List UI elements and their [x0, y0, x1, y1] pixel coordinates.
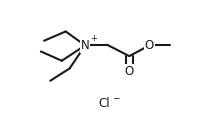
Text: N: N	[81, 39, 89, 52]
Text: Cl: Cl	[99, 97, 110, 110]
Text: O: O	[125, 65, 134, 78]
Text: −: −	[112, 94, 119, 103]
Text: O: O	[145, 39, 154, 52]
Text: +: +	[90, 34, 97, 43]
